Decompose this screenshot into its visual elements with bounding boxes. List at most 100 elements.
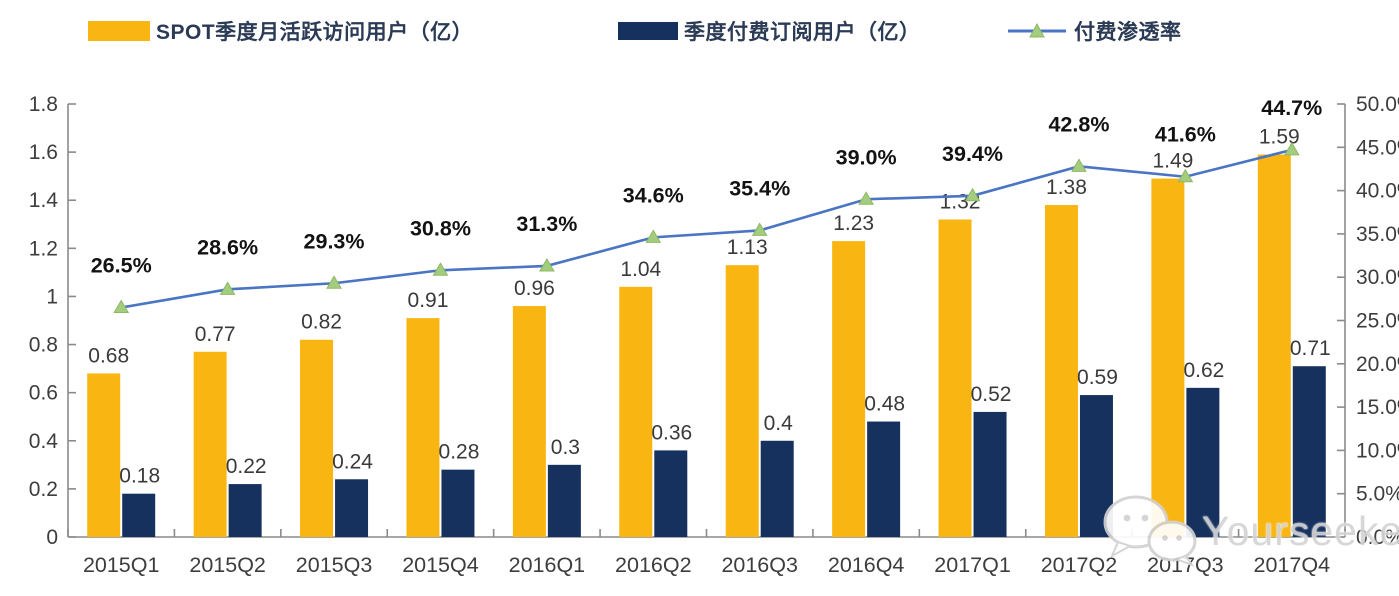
wechat-icon bbox=[1103, 495, 1197, 568]
x-axis-category-label: 2016Q2 bbox=[615, 553, 692, 577]
bar-mau-label: 1.59 bbox=[1259, 126, 1300, 149]
bar-subscribers-label: 0.24 bbox=[332, 450, 373, 473]
bar-subscribers-label: 0.4 bbox=[764, 412, 794, 435]
bar-mau-2015Q1 bbox=[87, 373, 121, 537]
right-axis-tick-label: 45.0% bbox=[1356, 136, 1399, 159]
bar-mau-label: 1.13 bbox=[727, 236, 768, 259]
penetration-marker-2017Q3 bbox=[1177, 168, 1194, 183]
bar-subscribers-2016Q3 bbox=[760, 440, 794, 537]
bar-mau-label: 1.23 bbox=[833, 212, 874, 235]
penetration-marker-2016Q2 bbox=[645, 229, 662, 243]
bar-mau-label: 0.77 bbox=[195, 323, 236, 346]
penetration-pct-label: 35.4% bbox=[729, 176, 790, 200]
bar-subscribers-label: 0.18 bbox=[119, 465, 160, 488]
legend-line-marker-icon bbox=[1008, 22, 1066, 38]
bar-mau-label: 1.04 bbox=[620, 258, 661, 281]
penetration-pct-label: 29.3% bbox=[304, 229, 365, 253]
bar-subscribers-2015Q3 bbox=[335, 479, 369, 537]
penetration-marker-2015Q3 bbox=[326, 275, 342, 289]
right-axis-tick-label: 50.0% bbox=[1356, 93, 1399, 116]
left-axis-tick-label: 1.8 bbox=[29, 93, 58, 116]
bar-mau-2017Q3 bbox=[1151, 178, 1185, 538]
x-axis-category-label: 2017Q2 bbox=[1041, 553, 1118, 577]
bar-subscribers-label: 0.22 bbox=[226, 455, 267, 478]
right-axis-tick-label: 40.0% bbox=[1356, 180, 1399, 203]
bar-mau-label: 1.49 bbox=[1152, 150, 1193, 173]
right-axis-tick-label: 10.0% bbox=[1356, 439, 1399, 462]
legend-item-penetration: 付费渗透率 bbox=[1006, 16, 1182, 46]
right-axis-tick-label: 5.0% bbox=[1356, 483, 1399, 506]
bar-mau-label: 0.96 bbox=[514, 277, 555, 300]
penetration-marker-2015Q4 bbox=[432, 262, 449, 276]
bar-subscribers-2017Q4 bbox=[1292, 366, 1326, 537]
bar-subscribers-2015Q4 bbox=[441, 469, 475, 537]
x-axis-category-label: 2015Q4 bbox=[402, 553, 479, 577]
right-axis-tick-label: 25.0% bbox=[1356, 310, 1399, 333]
bar-subscribers-2016Q1 bbox=[547, 464, 581, 537]
bar-subscribers-label: 0.71 bbox=[1290, 337, 1331, 360]
penetration-pct-label: 39.4% bbox=[942, 142, 1003, 166]
x-axis-category-label: 2016Q1 bbox=[509, 553, 586, 577]
x-axis-category-label: 2016Q4 bbox=[828, 553, 905, 577]
left-axis-tick-label: 0.6 bbox=[29, 382, 58, 405]
x-axis-category-label: 2016Q3 bbox=[721, 553, 798, 577]
penetration-marker-2016Q3 bbox=[751, 222, 768, 236]
left-axis-tick-label: 1.4 bbox=[29, 189, 59, 212]
right-axis-tick-label: 0.0% bbox=[1356, 526, 1399, 549]
bar-mau-2017Q2 bbox=[1044, 205, 1078, 538]
bar-mau-2016Q1 bbox=[512, 306, 546, 537]
left-axis-tick-label: 0 bbox=[46, 526, 58, 549]
legend-swatch-mau bbox=[88, 21, 150, 41]
watermark-text: Yourseeker bbox=[1202, 507, 1399, 554]
bar-subscribers-label: 0.48 bbox=[864, 393, 905, 416]
penetration-marker-2017Q2 bbox=[1071, 158, 1087, 172]
bar-subscribers-label: 0.36 bbox=[651, 421, 692, 444]
x-axis-category-label: 2017Q4 bbox=[1254, 553, 1331, 577]
left-axis-tick-label: 1 bbox=[46, 285, 58, 308]
bar-mau-2015Q4 bbox=[406, 318, 440, 537]
penetration-marker-2017Q1 bbox=[964, 187, 981, 202]
bar-mau-label: 0.68 bbox=[88, 344, 129, 367]
bar-subscribers-2016Q4 bbox=[867, 421, 901, 537]
bar-mau-2016Q4 bbox=[832, 241, 866, 537]
left-axis-tick-label: 0.2 bbox=[29, 478, 58, 501]
penetration-pct-label: 39.0% bbox=[836, 145, 897, 169]
right-axis-tick-label: 15.0% bbox=[1356, 396, 1399, 419]
x-axis-category-label: 2015Q2 bbox=[189, 553, 266, 577]
penetration-marker-2016Q4 bbox=[858, 191, 874, 205]
bar-mau-2015Q3 bbox=[300, 339, 334, 537]
bar-mau-2016Q2 bbox=[619, 286, 653, 537]
penetration-pct-label: 41.6% bbox=[1155, 123, 1216, 147]
legend-label-mau: SPOT季度月活跃访问用户（亿） bbox=[156, 21, 474, 44]
x-axis-category-label: 2015Q1 bbox=[83, 553, 160, 577]
left-axis-tick-label: 1.2 bbox=[29, 237, 58, 260]
bar-subscribers-label: 0.3 bbox=[551, 436, 580, 459]
penetration-marker-2017Q4 bbox=[1283, 141, 1300, 156]
x-axis-category-label: 2017Q1 bbox=[934, 553, 1011, 577]
bar-subscribers-2015Q2 bbox=[228, 484, 262, 537]
penetration-pct-label: 31.3% bbox=[516, 212, 577, 236]
x-axis-category-label: 2015Q3 bbox=[296, 553, 373, 577]
watermark: Yourseeker bbox=[1098, 494, 1399, 568]
penetration-pct-label: 28.6% bbox=[197, 235, 258, 259]
penetration-pct-label: 44.7% bbox=[1261, 96, 1322, 120]
left-axis-tick-label: 0.4 bbox=[29, 430, 59, 453]
penetration-marker-2016Q1 bbox=[539, 257, 555, 272]
bar-subscribers-2015Q1 bbox=[122, 493, 156, 537]
bar-subscribers-2016Q2 bbox=[654, 450, 688, 537]
penetration-pct-label: 30.8% bbox=[410, 216, 471, 240]
bar-mau-2015Q2 bbox=[193, 351, 227, 537]
left-axis-tick-label: 0.8 bbox=[29, 334, 58, 357]
penetration-marker-2015Q1 bbox=[113, 299, 130, 314]
penetration-marker-2015Q2 bbox=[219, 281, 236, 295]
bar-subscribers-2017Q1 bbox=[973, 411, 1007, 537]
bar-mau-2017Q4 bbox=[1257, 154, 1291, 537]
bar-subscribers-label: 0.59 bbox=[1077, 366, 1118, 389]
bar-mau-label: 0.82 bbox=[301, 311, 342, 334]
bar-mau-label: 1.38 bbox=[1046, 176, 1087, 199]
bar-mau-2016Q3 bbox=[725, 265, 759, 537]
penetration-pct-label: 26.5% bbox=[91, 254, 152, 278]
legend-swatch-subscribers bbox=[618, 22, 678, 40]
left-axis-tick-label: 1.6 bbox=[29, 141, 58, 164]
